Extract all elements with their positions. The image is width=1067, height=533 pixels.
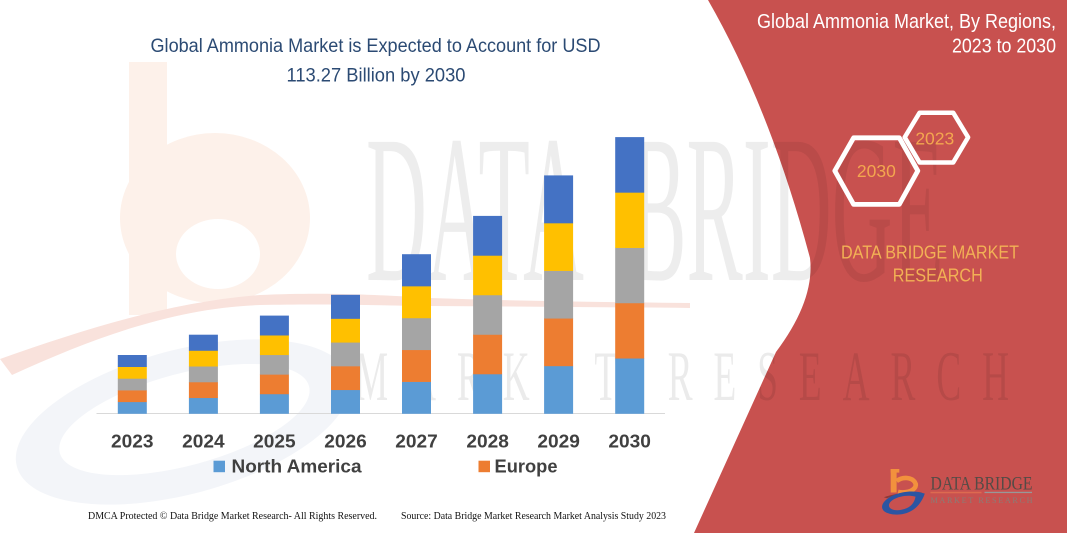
svg-text:DATA BRIDGE: DATA BRIDGE	[931, 474, 1033, 495]
svg-text:2023 to 2030: 2023 to 2030	[952, 35, 1056, 58]
svg-text:2024: 2024	[182, 431, 225, 452]
svg-text:MARKET RESEARCH: MARKET RESEARCH	[931, 496, 1033, 505]
svg-text:2030: 2030	[608, 431, 651, 452]
svg-text:Source: Data Bridge Market Res: Source: Data Bridge Market Research Mark…	[401, 511, 666, 522]
svg-text:2028: 2028	[466, 431, 509, 452]
svg-text:North America: North America	[232, 455, 363, 476]
svg-text:DATA BRIDGE MARKET: DATA BRIDGE MARKET	[841, 242, 1019, 263]
svg-text:113.27 Billion by 2030: 113.27 Billion by 2030	[287, 66, 466, 87]
svg-text:2025: 2025	[253, 431, 296, 452]
svg-text:Global Ammonia Market is Expec: Global Ammonia Market is Expected to Acc…	[151, 36, 601, 57]
svg-text:Europe: Europe	[495, 455, 558, 476]
svg-text:2023: 2023	[111, 431, 154, 452]
svg-text:2029: 2029	[537, 431, 580, 452]
svg-text:2023: 2023	[915, 129, 954, 149]
svg-text:Global Ammonia Market, By Regi: Global Ammonia Market, By Regions,	[757, 10, 1056, 33]
svg-text:2027: 2027	[395, 431, 438, 452]
svg-text:DMCA Protected © Data Bridge M: DMCA Protected © Data Bridge Market Rese…	[88, 511, 377, 522]
svg-text:2026: 2026	[324, 431, 367, 452]
svg-text:2030: 2030	[857, 161, 896, 181]
svg-text:RESEARCH: RESEARCH	[893, 265, 983, 286]
